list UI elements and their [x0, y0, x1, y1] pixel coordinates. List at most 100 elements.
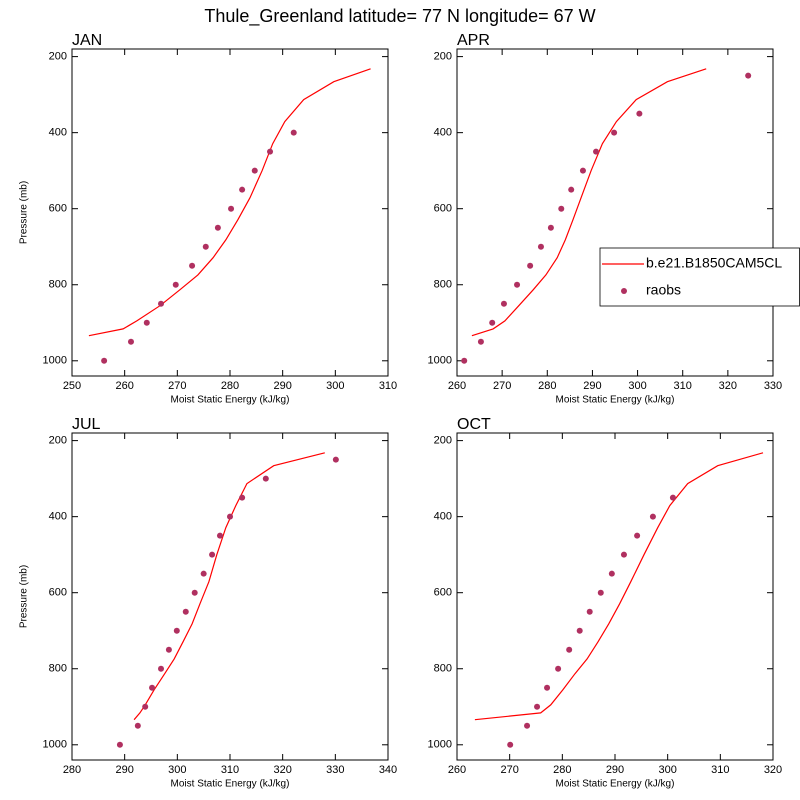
panel: JAN 250 260 270 280 290 300 310 200 400 600 800 1000…: [19, 32, 398, 405]
x-tick-label: 300: [326, 380, 344, 392]
legend: b.e21.B1850CAM5CL raobs: [599, 247, 800, 307]
panel: OCT 260 270 280 290 300 310 320 200 400 600 800 1000…: [428, 416, 783, 789]
obs-point: [489, 319, 496, 326]
x-tick-label: 330: [764, 380, 782, 392]
obs-point: [566, 646, 573, 653]
obs-point: [267, 148, 274, 155]
x-axis-label: Moist Static Energy (kJ/kg): [171, 395, 290, 406]
panel: APR 260 270 280 290 300 310 320 330 200 400 600 800 1…: [428, 32, 783, 405]
obs-point: [227, 513, 233, 520]
obs-point: [537, 243, 544, 250]
model-line: [88, 68, 371, 337]
x-tick-label: 310: [674, 380, 692, 392]
plot-frame: [71, 48, 389, 377]
y-tick-label: 800: [434, 279, 452, 291]
x-axis-label: Moist Static Energy (kJ/kg): [556, 779, 675, 790]
obs-point: [216, 532, 223, 539]
plot-frame: [456, 432, 774, 761]
x-tick-label: 280: [538, 380, 556, 392]
obs-point: [568, 186, 575, 193]
y-tick-label: 200: [434, 435, 452, 447]
model-line: [133, 452, 325, 721]
obs-point: [558, 205, 565, 212]
x-tick-label: 270: [168, 380, 186, 392]
obs-point: [611, 129, 618, 136]
x-tick-label: 290: [583, 380, 601, 392]
y-tick-label: 800: [49, 279, 67, 291]
y-tick-label: 200: [49, 435, 67, 447]
y-axis-label: Pressure (mb): [19, 565, 30, 628]
obs-point: [620, 551, 627, 558]
obs-point: [134, 722, 141, 729]
panel-title: JUL: [72, 416, 101, 433]
obs-point: [649, 513, 656, 520]
obs-point: [608, 570, 615, 577]
obs-point: [534, 703, 541, 710]
obs-point: [514, 281, 521, 288]
obs-point: [524, 722, 531, 729]
obs-point: [461, 357, 468, 364]
obs-point: [149, 684, 156, 691]
plot-frame: [456, 48, 774, 377]
obs-point: [576, 627, 583, 634]
model-line: [474, 452, 764, 721]
x-tick-label: 260: [448, 380, 466, 392]
obs-point: [579, 167, 586, 174]
x-tick-label: 300: [658, 764, 676, 776]
y-tick-label: 800: [434, 663, 452, 675]
obs-point: [143, 319, 150, 326]
obs-point: [669, 494, 676, 501]
obs-point: [239, 494, 246, 501]
y-tick-label: 1000: [43, 739, 67, 751]
y-axis-label: Pressure (mb): [19, 181, 30, 244]
obs-point: [500, 300, 507, 307]
model-line: [471, 68, 707, 337]
y-tick-label: 400: [49, 127, 67, 139]
y-tick-label: 800: [49, 663, 67, 675]
x-tick-label: 270: [493, 380, 511, 392]
obs-point: [634, 532, 641, 539]
y-tick-label: 400: [434, 127, 452, 139]
obs-point: [586, 608, 593, 615]
x-tick-label: 290: [115, 764, 133, 776]
x-tick-label: 260: [115, 380, 133, 392]
obs-point: [332, 456, 339, 463]
x-tick-label: 250: [63, 380, 81, 392]
x-tick-label: 320: [764, 764, 782, 776]
obs-point: [593, 148, 600, 155]
obs-point: [597, 589, 604, 596]
obs-point: [636, 110, 643, 117]
x-tick-label: 340: [379, 764, 397, 776]
obs-point: [101, 357, 108, 364]
obs-point: [228, 205, 235, 212]
y-tick-label: 400: [49, 511, 67, 523]
obs-point: [527, 262, 534, 269]
obs-point: [507, 741, 514, 748]
x-tick-label: 330: [326, 764, 344, 776]
y-tick-label: 600: [49, 587, 67, 599]
x-tick-label: 320: [719, 380, 737, 392]
y-tick-label: 1000: [428, 739, 452, 751]
legend-label: b.e21.B1850CAM5CL: [646, 255, 782, 271]
x-tick-label: 310: [379, 380, 397, 392]
obs-point: [200, 570, 207, 577]
y-tick-label: 600: [434, 203, 452, 215]
x-tick-label: 290: [273, 380, 291, 392]
y-tick-label: 1000: [43, 355, 67, 367]
y-tick-label: 400: [434, 511, 452, 523]
obs-point: [173, 627, 180, 634]
obs-point: [189, 262, 196, 269]
obs-point: [191, 589, 198, 596]
obs-point: [214, 224, 221, 231]
x-tick-label: 320: [273, 764, 291, 776]
obs-point: [158, 665, 165, 672]
obs-point: [182, 608, 189, 615]
figure-title: Thule_Greenland latitude= 77 N longitude…: [204, 6, 595, 27]
panel-title: APR: [457, 32, 490, 49]
obs-point: [202, 243, 209, 250]
obs-point: [290, 129, 297, 136]
obs-point: [477, 338, 484, 345]
y-tick-label: 600: [434, 587, 452, 599]
obs-point: [165, 646, 172, 653]
